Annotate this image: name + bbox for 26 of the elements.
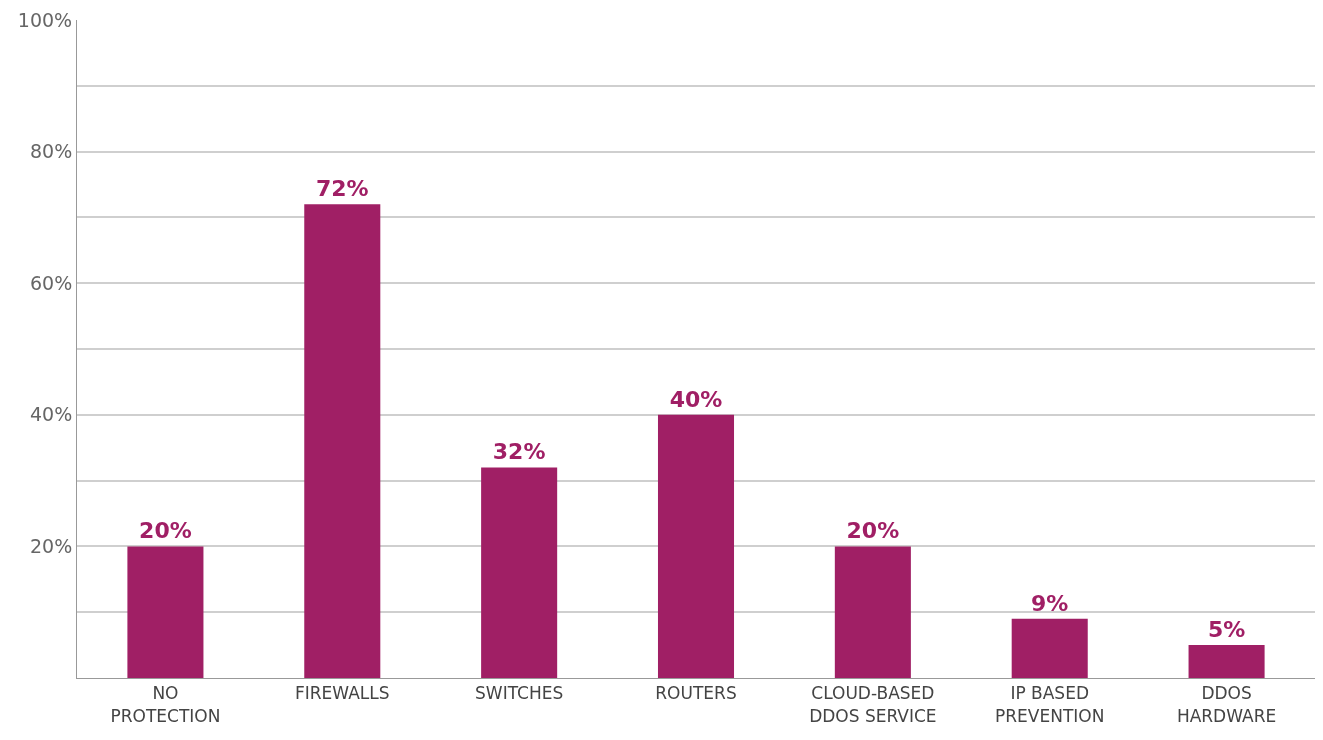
bar <box>834 546 911 678</box>
bar <box>304 204 381 678</box>
data-label: 5% <box>1207 617 1246 643</box>
text: 100% <box>17 8 73 31</box>
x-tick-label: IP BASED PREVENTION <box>995 683 1105 726</box>
data-label: 20% <box>846 518 900 544</box>
data-label: 40% <box>669 386 723 412</box>
bar <box>657 414 735 678</box>
data-label: 72% <box>315 176 369 202</box>
x-tick-label: DDOS HARDWARE <box>1176 683 1277 726</box>
x-tick-label: NO PROTECTION <box>110 683 221 726</box>
x-tick-label: CLOUD-BASED DDOS SERVICE <box>809 683 937 726</box>
bar <box>1011 618 1088 678</box>
text: 60% <box>29 271 73 294</box>
x-tick-label: FIREWALLS <box>294 683 390 704</box>
text: 80% <box>29 140 73 163</box>
data-label: 20% <box>139 518 192 544</box>
text: 40% <box>29 403 73 426</box>
bar <box>1188 645 1265 678</box>
bar <box>481 467 558 678</box>
text: 20% <box>29 535 73 558</box>
data-label: 9% <box>1031 590 1069 616</box>
bar <box>127 546 204 678</box>
x-tick-label: ROUTERS <box>655 683 737 704</box>
data-label: 32% <box>492 439 546 465</box>
x-tick-label: SWITCHES <box>475 683 564 704</box>
